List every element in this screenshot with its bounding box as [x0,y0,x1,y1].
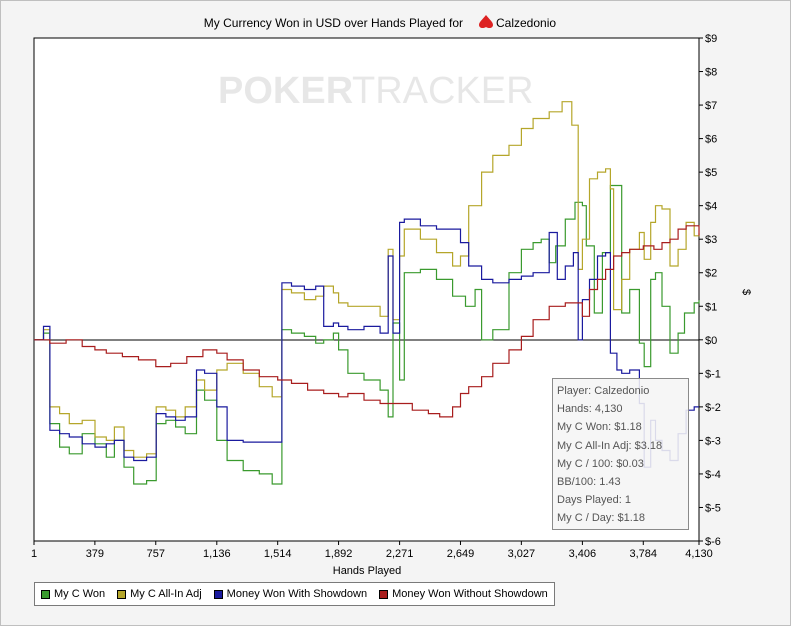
watermark-tracker: TRACKER [352,70,534,112]
tooltip-per-100: My C / 100: $0.03 [557,457,644,470]
x-tick-label: 3,406 [569,548,597,560]
legend-item-with-showdown[interactable]: Money Won With Showdown [213,588,368,600]
y-tick-label: $7 [705,100,717,112]
hover-tooltip: Player: Calzedonio Hands: 4,130 My C Won… [552,378,689,530]
y-axis: $9 $8 $7 $6 $5 $4 $3 $2 $1 $0 $-1 $-2 $-3 $-4 $-5 $-6 [699,33,721,548]
y-tick-label: $9 [705,33,717,45]
legend-item-without-showdown[interactable]: Money Won Without Showdown [379,588,548,600]
x-tick-label: 3,784 [630,548,658,560]
series-line-money-won-without-showdown [34,225,700,418]
chart-legend: My C Won My C All-In Adj Money Won With … [34,582,555,606]
legend-label: My C All-In Adj [130,588,202,600]
y-tick-label: $5 [705,167,717,179]
x-tick-label: 3,027 [508,548,536,560]
y-axis-label: $ [740,289,752,295]
tooltip-per-day: My C / Day: $1.18 [557,512,646,525]
x-tick-label: 1,136 [203,548,231,560]
y-tick-label: $-6 [705,536,721,548]
x-tick-label: 2,649 [447,548,475,560]
watermark: POKER TRACKER [218,70,534,112]
tooltip-bb-100: BB/100: 1.43 [557,476,621,489]
spade-icon [479,15,493,29]
tooltip-won: My C Won: $1.18 [557,421,642,434]
y-tick-label: $-3 [705,435,721,447]
legend-swatch [213,589,223,599]
watermark-poker: POKER [218,70,353,112]
x-tick-label: 4,130 [685,548,713,560]
legend-item-my-c-all-in-adj[interactable]: My C All-In Adj [117,588,202,600]
x-tick-label: 379 [86,548,104,560]
legend-swatch [117,589,127,599]
y-tick-label: $6 [705,134,717,146]
x-tick-label: 1,514 [264,548,292,560]
y-tick-label: $-2 [705,402,721,414]
y-tick-label: $-5 [705,502,721,514]
y-tick-label: $1 [705,301,717,313]
tooltip-allin-adj: My C All-In Adj: $3.18 [557,439,663,452]
y-tick-label: $8 [705,67,717,79]
x-tick-label: 2,271 [386,548,414,560]
x-tick-label: 1 [31,548,37,560]
x-tick-label: 1,892 [325,548,353,560]
y-tick-label: $0 [705,335,717,347]
legend-label: Money Won With Showdown [226,588,368,600]
chart-title: My Currency Won in USD over Hands Played… [204,16,463,30]
legend-label: Money Won Without Showdown [392,588,548,600]
series-lines [34,101,700,485]
legend-swatch [41,589,50,599]
tooltip-hands: Hands: 4,130 [557,403,623,416]
y-tick-label: $3 [705,234,717,246]
y-tick-label: $-4 [705,469,721,481]
chart-title-player: Calzedonio [496,16,556,30]
legend-item-my-c-won[interactable]: My C Won [41,588,105,600]
y-tick-label: $4 [705,201,717,213]
tooltip-days-played: Days Played: 1 [557,494,631,507]
y-tick-label: $2 [705,268,717,280]
legend-swatch [379,589,389,599]
x-tick-label: 757 [147,548,165,560]
x-axis: 1 379 757 1,136 1,514 1,892 2,271 2,649 3,027 3,4… [31,541,713,560]
legend-label: My C Won [54,588,106,600]
x-axis-label: Hands Played [333,565,402,577]
chart-title-group: My Currency Won in USD over Hands Played… [204,15,556,30]
series-line-money-won-with-showdown [34,218,699,468]
y-tick-label: $-1 [705,368,721,380]
tooltip-player: Player: Calzedonio [557,385,650,397]
